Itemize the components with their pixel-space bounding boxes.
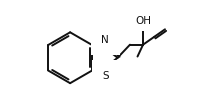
Text: N: N <box>101 35 109 45</box>
Text: OH: OH <box>136 16 152 26</box>
Text: S: S <box>102 71 109 81</box>
